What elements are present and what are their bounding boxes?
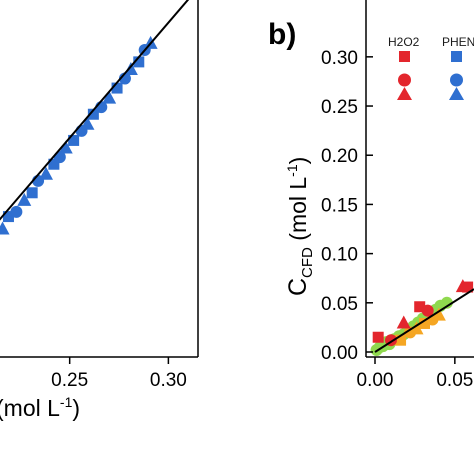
panel-a-point-s1-2 — [0, 221, 10, 235]
panel-b-ytick-label-0: 0.00 — [321, 343, 358, 364]
panel-b-ytick-label-6: 0.30 — [321, 48, 358, 69]
panel-a-point-s1-21 — [133, 56, 145, 68]
panel-b-point-s2-2 — [409, 321, 424, 335]
panel-a-point-s1-15 — [87, 108, 99, 120]
panel-a-ticks: 0.200.250.30 — [51, 357, 187, 391]
legend-label-h2o2: H2O2 — [388, 35, 420, 49]
panel-b-y-axis-title: CCFD (mol L-1) — [284, 157, 316, 296]
panel-a-point-s1-8 — [38, 166, 53, 180]
panel-b-ytick-label-5: 0.25 — [321, 97, 358, 118]
panel-b-point-s2-5 — [431, 307, 446, 321]
panel-a-point-s1-3 — [2, 211, 14, 223]
panel-a-xtick-label-2: 0.30 — [150, 370, 187, 391]
legend-square-h2o2 — [399, 51, 410, 62]
panel-b-fit-line — [374, 288, 474, 353]
legend-triangle-phen — [449, 87, 464, 100]
panel-a-point-s1-12 — [68, 134, 80, 146]
legend-square-phen — [451, 51, 462, 62]
panel-a-point-s1-17 — [102, 90, 117, 104]
panel-a-point-s1-14 — [80, 116, 95, 130]
legend-triangle-h2o2 — [397, 87, 412, 100]
panel-b-point-s2-3 — [419, 317, 430, 329]
panel-a-fit-line — [0, 0, 190, 221]
panel-b-point-s1-15 — [440, 296, 453, 309]
panel-a-point-s1-18 — [111, 82, 123, 94]
panel-b-ytick-label-2: 0.10 — [321, 245, 358, 266]
panel-b: b) 0.000.050.100.150.200.250.300.00 0.05 … — [268, 0, 474, 391]
panel-b-xtick-label-1: 0.05 — [436, 370, 473, 391]
panel-b-xtick-label-0: 0.00 — [357, 370, 394, 391]
panel-b-ytick-label-4: 0.20 — [321, 146, 358, 167]
panel-a-point-s1-11 — [58, 140, 73, 154]
panel-a-x-axis-title: (mol L-1) — [0, 394, 80, 421]
panel-a-point-s1-5 — [17, 192, 32, 206]
panel-a-point-s1-6 — [26, 187, 38, 199]
panel-b-point-s0-2 — [396, 315, 411, 329]
panel-b-point-s0-4 — [421, 304, 434, 317]
legend-circle-h2o2 — [398, 73, 411, 87]
panel-b-legend: H2O2 PHEN — [388, 35, 474, 100]
panel-b-ticks: 0.00 0.05 0.10 0.15 0.20 0.25 0.30 0.00 0.05 — [321, 48, 473, 391]
panel-a: 0.200.250.30 (mol L-1) — [0, 0, 199, 421]
panel-a-point-s1-4 — [10, 205, 23, 218]
panel-b-ytick-label-1: 0.05 — [321, 294, 358, 315]
panel-a-xtick-label-1: 0.25 — [51, 370, 88, 391]
legend-circle-phen — [450, 73, 463, 87]
panel-a-point-s1-9 — [48, 158, 60, 170]
legend-label-phen: PHEN — [442, 35, 474, 49]
panel-b-point-s2-0 — [395, 334, 407, 346]
panel-b-letter: b) — [268, 18, 296, 51]
panel-a-marks — [0, 35, 158, 235]
panel-b-point-s0-6 — [462, 281, 474, 293]
panel-b-ytick-label-3: 0.15 — [321, 195, 358, 216]
panel-b-point-s0-3 — [414, 301, 426, 313]
panel-b-point-s0-0 — [372, 331, 384, 343]
